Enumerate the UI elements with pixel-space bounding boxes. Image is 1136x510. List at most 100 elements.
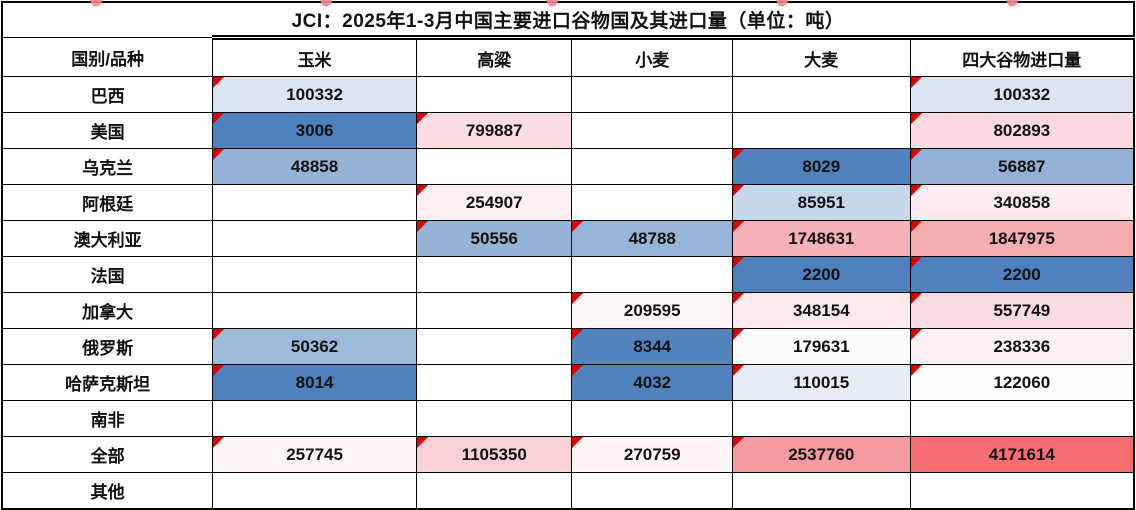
comment-triangle-icon	[733, 329, 744, 340]
column-header-4[interactable]: 大麦	[732, 35, 911, 77]
row-label[interactable]: 南非	[1, 400, 214, 437]
cell-value: 3006	[295, 120, 334, 140]
column-header-3[interactable]: 小麦	[571, 35, 733, 77]
comment-triangle-icon	[213, 365, 225, 376]
cell-value: 50556	[470, 228, 518, 248]
table-cell[interactable]: 340858	[909, 184, 1135, 221]
table-cell[interactable]	[732, 76, 911, 113]
table-row-巴西: 巴西 100332 100332	[1, 76, 1135, 113]
table-cell[interactable]	[212, 400, 417, 437]
table-cell[interactable]	[415, 400, 573, 437]
table-cell[interactable]: 100332	[212, 76, 417, 113]
column-header-5[interactable]: 四大谷物进口量	[909, 35, 1135, 77]
table-cell[interactable]: 799887	[415, 112, 573, 149]
comment-triangle-icon	[213, 113, 225, 124]
table-cell[interactable]: 270759	[571, 436, 733, 473]
table-cell[interactable]	[732, 112, 911, 149]
table-cell[interactable]: 238336	[909, 328, 1135, 365]
table-cell[interactable]: 557749	[909, 292, 1135, 329]
table-cell[interactable]	[571, 184, 733, 221]
table-row-俄罗斯: 俄罗斯 50362 8344 179631 238336	[1, 328, 1135, 365]
table-cell[interactable]	[212, 292, 417, 329]
table-cell[interactable]: 85951	[732, 184, 911, 221]
table-cell[interactable]: 3006	[212, 112, 417, 149]
table-cell[interactable]	[212, 220, 417, 257]
table-cell[interactable]: 8344	[571, 328, 733, 365]
cell-value: 8014	[295, 372, 334, 392]
table-cell[interactable]	[571, 400, 733, 437]
column-header-1[interactable]: 玉米	[212, 35, 417, 77]
table-cell[interactable]: 8029	[732, 148, 911, 185]
table-cell[interactable]: 1105350	[415, 436, 573, 473]
row-label[interactable]: 乌克兰	[1, 148, 214, 185]
column-header-0[interactable]: 国别/品种	[1, 37, 214, 77]
table-cell[interactable]: 48858	[212, 148, 417, 185]
table-cell[interactable]: 2537760	[732, 436, 911, 473]
table-cell[interactable]: 4032	[571, 364, 733, 401]
comment-triangle-icon	[572, 437, 584, 448]
table-cell[interactable]: 1748631	[732, 220, 911, 257]
table-title: JCI：2025年1-3月中国主要进口谷物国及其进口量（单位：吨）	[1, 1, 1135, 38]
table-cell[interactable]	[415, 472, 573, 509]
table-cell[interactable]: 100332	[909, 76, 1135, 113]
row-label[interactable]: 哈萨克斯坦	[1, 364, 214, 401]
table-cell[interactable]	[212, 184, 417, 221]
row-label[interactable]: 加拿大	[1, 292, 214, 329]
table-cell[interactable]: 1847975	[909, 220, 1135, 257]
table-cell[interactable]: 8014	[212, 364, 417, 401]
comment-triangle-icon	[572, 221, 584, 232]
cell-value: 254907	[465, 192, 523, 212]
table-cell[interactable]	[732, 472, 911, 509]
table-cell[interactable]	[909, 400, 1135, 437]
table-cell[interactable]	[571, 472, 733, 509]
table-cell[interactable]	[212, 256, 417, 293]
table-cell[interactable]	[415, 148, 573, 185]
table-cell[interactable]: 209595	[571, 292, 733, 329]
table-cell[interactable]: 110015	[732, 364, 911, 401]
row-label[interactable]: 美国	[1, 112, 214, 149]
table-cell[interactable]: 48788	[571, 220, 733, 257]
table-cell[interactable]	[732, 400, 911, 437]
table-cell[interactable]: 122060	[909, 364, 1135, 401]
comment-triangle-icon	[911, 185, 922, 196]
table-cell[interactable]: 802893	[909, 112, 1135, 149]
row-label[interactable]: 澳大利亚	[1, 220, 214, 257]
row-label[interactable]: 其他	[1, 472, 214, 509]
table-row-哈萨克斯坦: 哈萨克斯坦 8014 4032 110015 122060	[1, 364, 1135, 401]
cell-value: 85951	[797, 192, 845, 212]
table-cell[interactable]: 50556	[415, 220, 573, 257]
table-cell[interactable]	[571, 148, 733, 185]
row-label[interactable]: 法国	[1, 256, 214, 293]
comment-triangle-icon	[417, 113, 428, 124]
column-header-2[interactable]: 高粱	[415, 35, 573, 77]
table-cell[interactable]	[415, 364, 573, 401]
table-cell[interactable]	[415, 292, 573, 329]
table-cell[interactable]: 348154	[732, 292, 911, 329]
table-cell[interactable]	[415, 328, 573, 365]
table-cell[interactable]: 56887	[909, 148, 1135, 185]
table-cell[interactable]	[571, 256, 733, 293]
table-cell[interactable]: 257745	[212, 436, 417, 473]
row-label[interactable]: 阿根廷	[1, 184, 214, 221]
table-cell[interactable]: 50362	[212, 328, 417, 365]
table-cell[interactable]	[415, 76, 573, 113]
table-cell[interactable]: 179631	[732, 328, 911, 365]
row-label[interactable]: 巴西	[1, 76, 214, 113]
cell-value: 8344	[633, 336, 672, 356]
table-cell[interactable]: 2200	[909, 256, 1135, 293]
comment-triangle-icon	[733, 185, 744, 196]
table-cell[interactable]: 2200	[732, 256, 911, 293]
table-cell[interactable]: 4171614	[909, 436, 1135, 473]
comment-triangle-icon	[213, 437, 225, 448]
table-cell[interactable]	[571, 112, 733, 149]
table-cell[interactable]	[415, 256, 573, 293]
row-label[interactable]: 全部	[1, 436, 214, 473]
table-row-澳大利亚: 澳大利亚 50556 48788 1748631 1847975	[1, 220, 1135, 257]
table-cell[interactable]	[212, 472, 417, 509]
cell-value: 2200	[802, 264, 841, 284]
comment-triangle-icon	[417, 185, 428, 196]
row-label[interactable]: 俄罗斯	[1, 328, 214, 365]
table-cell[interactable]	[571, 76, 733, 113]
table-cell[interactable]: 254907	[415, 184, 573, 221]
table-cell[interactable]	[909, 472, 1135, 509]
